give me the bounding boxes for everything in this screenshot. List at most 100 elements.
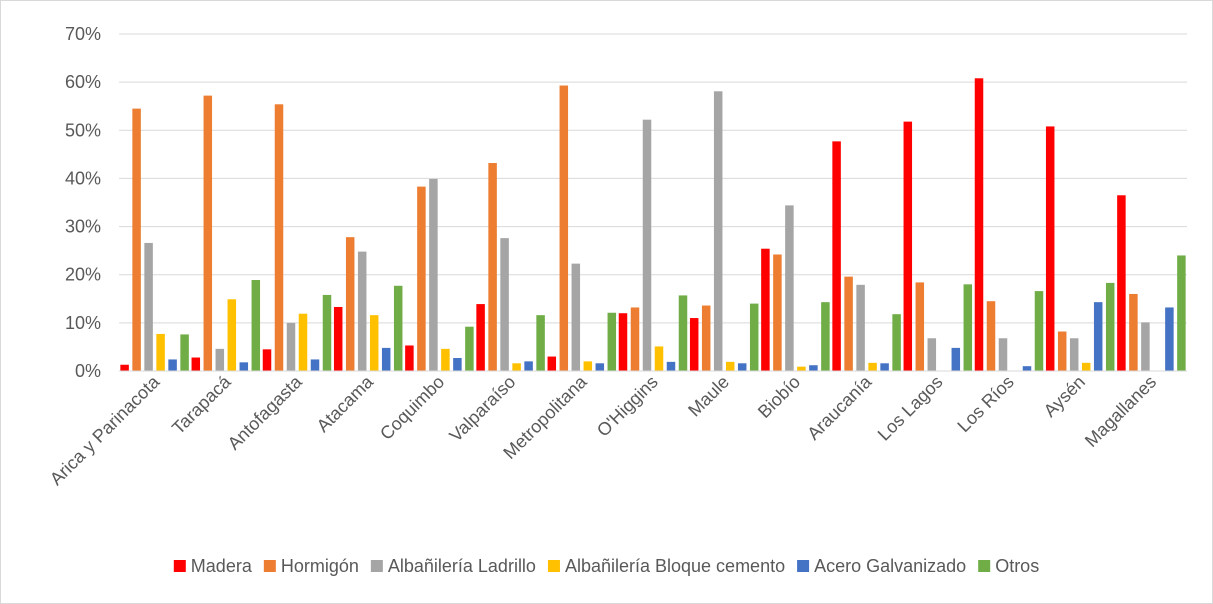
bar bbox=[832, 141, 841, 371]
y-tick-label: 10% bbox=[65, 313, 101, 333]
legend-item: Acero Galvanizado bbox=[797, 556, 966, 576]
bar bbox=[441, 348, 450, 371]
bar bbox=[168, 359, 177, 371]
x-tick-label: Coquimbo bbox=[376, 372, 448, 444]
bar bbox=[144, 242, 153, 371]
legend-item: Otros bbox=[978, 556, 1039, 576]
bar bbox=[630, 307, 640, 371]
bar bbox=[1034, 291, 1044, 371]
y-tick-label: 50% bbox=[65, 120, 101, 140]
legend-swatch bbox=[547, 560, 560, 572]
legend-item: Albañilería Bloque cemento bbox=[547, 556, 785, 576]
bar bbox=[1081, 362, 1091, 371]
bar bbox=[1141, 322, 1150, 371]
series-otros bbox=[180, 255, 1186, 371]
bar bbox=[488, 163, 497, 371]
legend-label: Hormigón bbox=[281, 556, 359, 576]
bar bbox=[453, 358, 462, 371]
legend-item: Hormigón bbox=[263, 556, 359, 576]
legend-swatch bbox=[797, 560, 810, 572]
bar bbox=[191, 357, 201, 371]
x-tick-label: Magallanes bbox=[1081, 372, 1160, 451]
bar bbox=[927, 338, 937, 371]
bar bbox=[465, 326, 474, 371]
bar bbox=[227, 299, 237, 371]
y-axis-tick-labels: 0% 10% 20% 30% 40% 50% 60% 70% bbox=[65, 24, 101, 381]
x-tick-label: Maule bbox=[684, 372, 733, 421]
bar bbox=[844, 276, 853, 371]
legend-item: Albañilería Ladrillo bbox=[370, 556, 536, 576]
x-tick-label: Tarapacá bbox=[168, 371, 235, 438]
legend-label: Albañilería Bloque cemento bbox=[565, 556, 785, 576]
x-tick-label: Atacama bbox=[313, 371, 378, 436]
bar bbox=[120, 364, 129, 371]
bar bbox=[559, 85, 569, 372]
bar bbox=[180, 334, 189, 371]
bar bbox=[642, 119, 652, 372]
bar bbox=[773, 254, 782, 371]
bar bbox=[357, 251, 367, 371]
bar bbox=[1129, 293, 1138, 371]
series-hormig-n bbox=[132, 85, 1138, 372]
bar bbox=[298, 313, 308, 371]
bar bbox=[701, 305, 711, 371]
x-tick-label: O'Higgins bbox=[593, 372, 662, 441]
bar bbox=[797, 366, 806, 371]
legend-label: Madera bbox=[191, 556, 253, 576]
bar bbox=[251, 280, 261, 371]
legend-swatch bbox=[978, 560, 991, 572]
bar bbox=[749, 303, 759, 371]
bar bbox=[345, 237, 355, 371]
bar bbox=[393, 285, 403, 371]
bar bbox=[618, 313, 628, 371]
bar bbox=[132, 108, 141, 371]
bar bbox=[915, 282, 925, 371]
bar bbox=[713, 91, 723, 371]
legend-swatch bbox=[370, 560, 383, 572]
bar bbox=[761, 248, 770, 371]
bar bbox=[868, 362, 877, 371]
y-tick-label: 20% bbox=[65, 265, 101, 285]
bar bbox=[381, 347, 391, 371]
bar bbox=[1093, 302, 1103, 371]
bar bbox=[239, 362, 249, 371]
bar bbox=[880, 363, 889, 371]
bar bbox=[689, 318, 699, 371]
bar bbox=[654, 346, 664, 371]
x-tick-label: Aysén bbox=[1040, 372, 1089, 421]
bar bbox=[417, 186, 426, 371]
x-tick-label: Antofagasta bbox=[224, 371, 307, 454]
bar bbox=[809, 365, 818, 371]
bar bbox=[524, 361, 533, 371]
bar bbox=[203, 95, 213, 371]
x-tick-label: Araucanía bbox=[803, 371, 876, 444]
bar bbox=[725, 361, 735, 371]
bar bbox=[310, 359, 320, 371]
legend-label: Otros bbox=[995, 556, 1039, 576]
series-alba-iler-a-bloque-cemento bbox=[156, 299, 1091, 371]
bar bbox=[963, 284, 973, 371]
y-tick-label: 30% bbox=[65, 217, 101, 237]
bar bbox=[215, 348, 225, 371]
bar bbox=[1057, 331, 1067, 371]
bar bbox=[785, 205, 794, 371]
bar bbox=[429, 178, 438, 371]
bar bbox=[678, 295, 688, 371]
bar bbox=[512, 363, 521, 371]
bar bbox=[1069, 338, 1079, 371]
series-madera bbox=[120, 78, 1126, 372]
bar bbox=[607, 312, 617, 371]
bar bbox=[322, 294, 332, 371]
y-tick-label: 0% bbox=[75, 361, 101, 381]
bar bbox=[274, 104, 284, 371]
y-tick-label: 40% bbox=[65, 168, 101, 188]
x-tick-label: Valparaíso bbox=[445, 372, 519, 446]
bar bbox=[986, 301, 996, 371]
bar bbox=[405, 345, 414, 371]
bar bbox=[500, 238, 509, 371]
bar bbox=[547, 356, 557, 371]
bar bbox=[286, 322, 296, 371]
bar bbox=[262, 349, 272, 371]
